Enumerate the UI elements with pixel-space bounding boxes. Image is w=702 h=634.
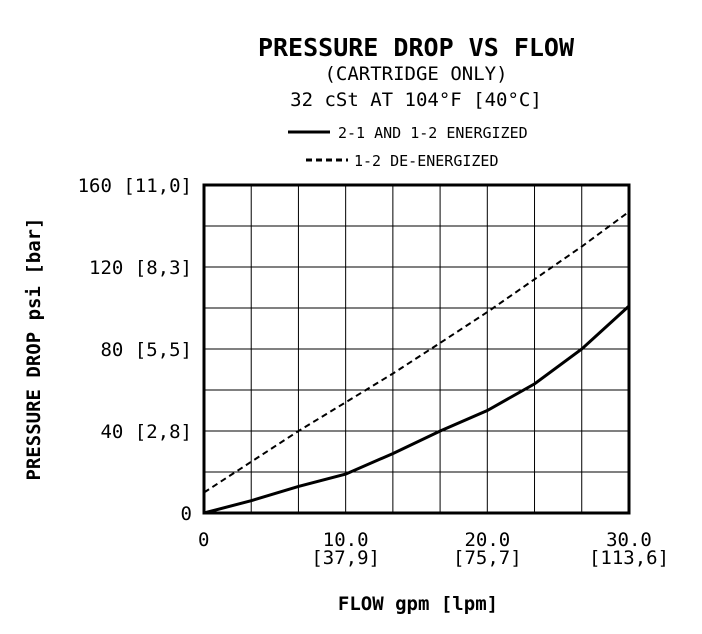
y-tick-label: 80 [5,5] bbox=[100, 339, 192, 361]
y-axis-ticks: 0 40 [2,8] 80 [5,5] 120 [8,3] 160 [11,0] bbox=[78, 175, 192, 525]
legend: 2-1 AND 1-2 ENERGIZED 1-2 DE-ENERGIZED bbox=[288, 124, 528, 170]
series-line-2 bbox=[203, 210, 630, 494]
x-tick-sublabel: [75,7] bbox=[453, 547, 522, 569]
y-axis-label: PRESSURE DROP psi [bar] bbox=[23, 217, 45, 480]
x-tick-label: 20.0 bbox=[464, 529, 510, 551]
chart-title: PRESSURE DROP VS FLOW bbox=[258, 33, 575, 62]
chart-subtitle-2: 32 cSt AT 104°F [40°C] bbox=[290, 89, 542, 111]
x-axis-label: FLOW gpm [lpm] bbox=[338, 593, 498, 615]
plot-frame bbox=[202, 183, 631, 515]
y-tick-label: 120 [8,3] bbox=[89, 257, 192, 279]
series-group bbox=[203, 210, 631, 515]
x-tick-sublabel: [37,9] bbox=[311, 547, 380, 569]
legend-label-series-2: 1-2 DE-ENERGIZED bbox=[354, 152, 499, 170]
x-tick-label: 30.0 bbox=[606, 529, 652, 551]
x-tick-label: 0 bbox=[198, 529, 209, 551]
y-tick-label: 160 [11,0] bbox=[78, 175, 192, 197]
grid bbox=[204, 185, 630, 513]
series-line-1 bbox=[203, 304, 631, 515]
x-axis-ticks: 0 10.0[37,9] 20.0[75,7] 30.0[113,6] bbox=[198, 529, 669, 569]
y-tick-label: 0 bbox=[181, 503, 192, 525]
x-tick-sublabel: [113,6] bbox=[589, 547, 669, 569]
x-tick-label: 10.0 bbox=[323, 529, 369, 551]
y-tick-label: 40 [2,8] bbox=[100, 421, 192, 443]
legend-label-series-1: 2-1 AND 1-2 ENERGIZED bbox=[338, 124, 528, 142]
chart-subtitle-1: (CARTRIDGE ONLY) bbox=[324, 63, 507, 85]
